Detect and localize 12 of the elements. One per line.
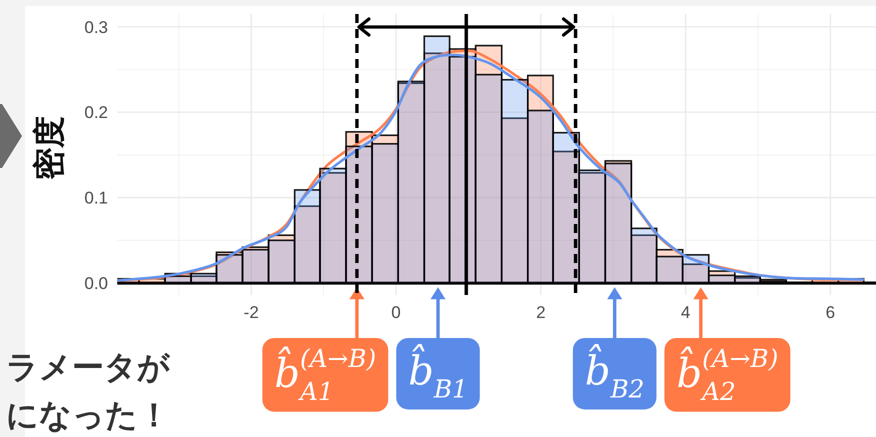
- x-tick-label: 0: [391, 303, 401, 322]
- x-tick-label: -2: [244, 303, 259, 322]
- text: になった！: [6, 397, 170, 433]
- y-tick-label: 0.0: [84, 274, 108, 294]
- y-tick-label: 0.3: [84, 18, 108, 37]
- y-tick-label: 0.2: [84, 103, 108, 122]
- x-tick-label: 4: [680, 303, 690, 322]
- text: ラメータが: [6, 349, 171, 385]
- x-tick-label: 2: [536, 303, 546, 322]
- y-axis-title: 密度: [31, 116, 67, 180]
- y-tick-label: 0.1: [84, 188, 108, 208]
- x-tick-label: 6: [826, 303, 836, 322]
